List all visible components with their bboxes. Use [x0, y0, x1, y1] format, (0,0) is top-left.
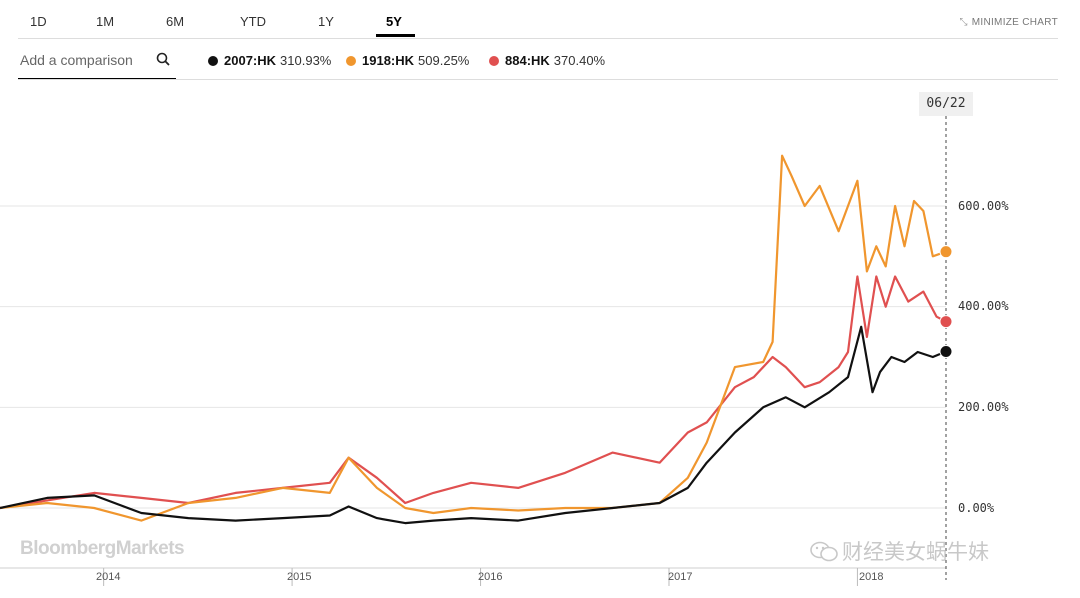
legend-ticker: 884:HK: [505, 53, 550, 68]
tab-1y[interactable]: 1Y: [318, 14, 334, 29]
series-line-2007-hk: [0, 325, 947, 525]
date-badge: 06/22: [919, 92, 973, 116]
divider: [18, 79, 1058, 80]
legend-item-2007[interactable]: 2007:HK 310.93%: [208, 53, 331, 68]
minimize-chart-button[interactable]: ⤡ MINIMIZE CHART: [959, 17, 1058, 28]
divider: [18, 38, 1058, 39]
watermark-text: 财经美女蜗牛妹: [842, 540, 989, 564]
legend-item-884[interactable]: 884:HK 370.40%: [489, 53, 605, 68]
wechat-icon: [810, 541, 838, 562]
tab-6m[interactable]: 6M: [166, 14, 185, 29]
series-end-marker: [939, 245, 953, 259]
tab-ytd[interactable]: YTD: [240, 14, 266, 29]
x-tick-label: 2016: [478, 571, 503, 583]
legend-dot: [208, 56, 218, 66]
tab-1d[interactable]: 1D: [30, 14, 47, 29]
legend-change: 310.93%: [280, 53, 332, 68]
wechat-watermark: 财经美女蜗牛妹: [810, 536, 989, 566]
legend-ticker: 2007:HK: [224, 53, 277, 68]
range-tabs: 1D 1M 6M YTD 1Y 5Y ⤡ MINIMIZE CHART: [0, 0, 1080, 38]
x-tick-label: 2014: [96, 571, 121, 583]
legend-dot: [346, 56, 356, 66]
minimize-label: MINIMIZE CHART: [971, 17, 1058, 28]
legend-item-1918[interactable]: 1918:HK 509.25%: [346, 53, 469, 68]
series-end-marker: [939, 315, 953, 329]
active-tab-indicator: [376, 34, 415, 37]
search-icon[interactable]: [156, 52, 170, 66]
y-tick-label: 200.00%: [958, 400, 1009, 414]
y-tick-label: 0.00%: [958, 501, 995, 515]
y-tick-label: 400.00%: [958, 299, 1009, 313]
tab-1m[interactable]: 1M: [96, 14, 115, 29]
legend-change: 509.25%: [418, 53, 470, 68]
series-end-marker: [939, 344, 953, 358]
y-tick-label: 600.00%: [958, 199, 1009, 213]
minimize-icon: ⤡: [959, 17, 968, 28]
tab-5y[interactable]: 5Y: [386, 14, 402, 29]
series-line-1918-hk: [0, 154, 947, 522]
x-tick-label: 2015: [287, 571, 312, 583]
legend-dot: [489, 56, 499, 66]
bloomberg-markets-logo: BloombergMarkets: [20, 538, 185, 559]
series-line-884-hk: [0, 275, 947, 510]
legend-ticker: 1918:HK: [362, 53, 415, 68]
search-input[interactable]: Add a comparison: [20, 52, 133, 68]
legend-change: 370.40%: [553, 53, 606, 68]
x-tick-label: 2017: [668, 571, 693, 583]
x-tick-label: 2018: [859, 571, 884, 583]
